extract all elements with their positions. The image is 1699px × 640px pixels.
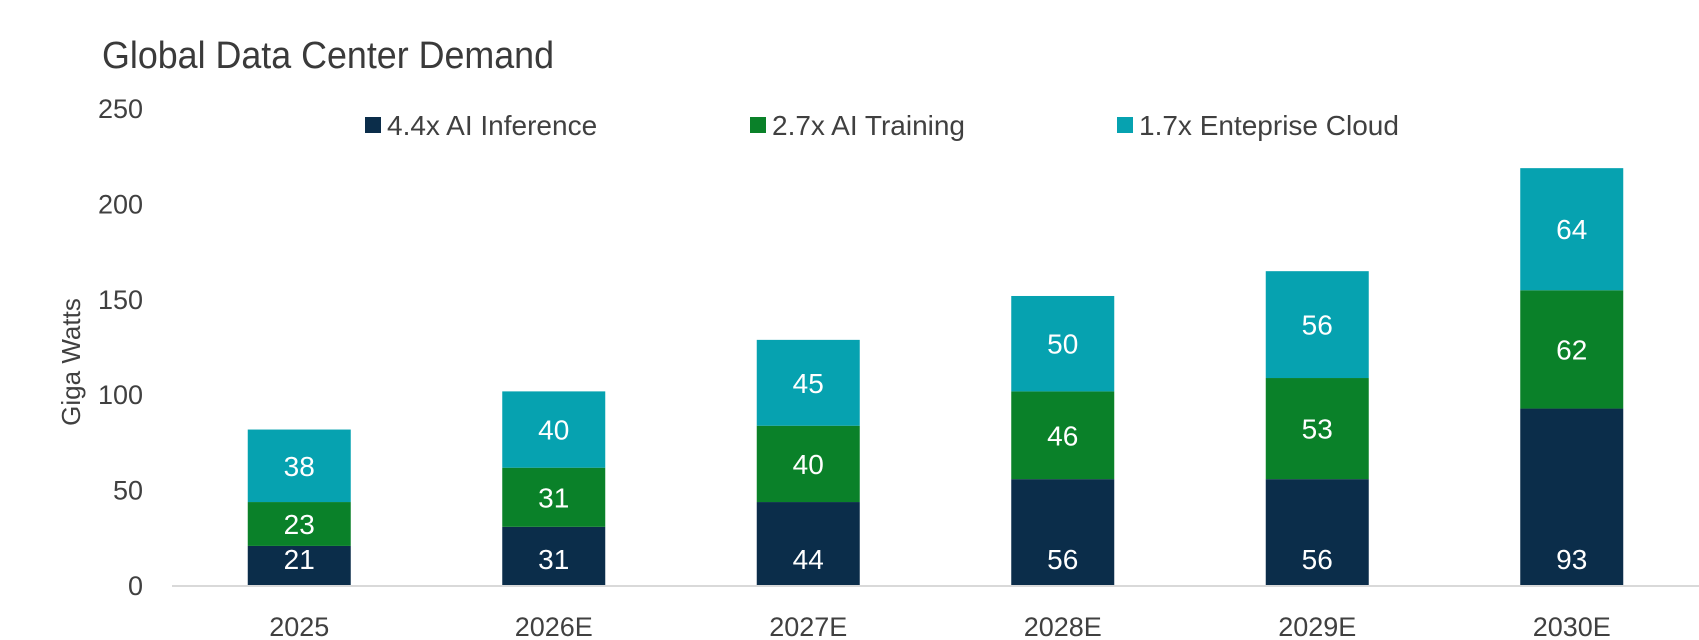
x-tick-label: 2026E: [515, 612, 593, 640]
bar-segment: [1011, 479, 1115, 586]
bar-segment: [756, 425, 860, 503]
y-axis-ticks: 0 50 100 150 200 250: [98, 94, 143, 601]
bar-segment: [502, 467, 606, 527]
bar-segment: [1520, 408, 1624, 586]
bar-segment: [756, 502, 860, 586]
data-label: 40: [538, 415, 569, 446]
legend-label: 1.7x Enteprise Cloud: [1139, 110, 1399, 141]
x-axis-ticks: 2025 2026E 2027E 2028E 2029E 2030E: [269, 612, 1611, 640]
bar-segment: [247, 429, 351, 503]
bar-segment: [756, 339, 860, 426]
bar-segment: [1011, 295, 1115, 392]
data-labels: 21 23 38 31 31 40 44 40 45 56 46 50 56 53 56 93 62 64: [284, 214, 1588, 575]
data-label: 56: [1047, 544, 1078, 575]
data-label: 46: [1047, 420, 1078, 451]
data-label: 21: [284, 544, 315, 575]
y-tick-label: 150: [98, 285, 143, 315]
x-tick-label: 2028E: [1024, 612, 1102, 640]
x-tick-label: 2029E: [1278, 612, 1356, 640]
data-label: 31: [538, 482, 569, 513]
x-tick-label: 2030E: [1533, 612, 1611, 640]
y-tick-label: 200: [98, 189, 143, 219]
y-tick-label: 100: [98, 380, 143, 410]
data-label: 31: [538, 544, 569, 575]
bar-segment: [1520, 168, 1624, 291]
data-label: 40: [793, 449, 824, 480]
data-label: 44: [793, 544, 824, 575]
legend-swatch: [750, 117, 766, 133]
bar-segment: [1265, 479, 1369, 586]
bar-segment: [247, 545, 351, 586]
y-tick-label: 0: [128, 571, 143, 601]
legend-label: 4.4x AI Inference: [387, 110, 597, 141]
data-label: 56: [1302, 310, 1333, 341]
chart-title: Global Data Center Demand: [102, 35, 554, 77]
legend-swatch: [365, 117, 381, 133]
bar-segment: [1520, 290, 1624, 409]
data-label: 45: [793, 368, 824, 399]
bar-segment: [247, 502, 351, 546]
legend-label: 2.7x AI Training: [772, 110, 965, 141]
data-label: 38: [284, 451, 315, 482]
bar-segment: [1265, 271, 1369, 379]
y-tick-label: 50: [113, 476, 143, 506]
data-label: 93: [1556, 544, 1587, 575]
x-tick-label: 2027E: [769, 612, 847, 640]
bar-segment: [1011, 391, 1115, 480]
data-label: 23: [284, 509, 315, 540]
y-tick-label: 250: [98, 94, 143, 124]
data-label: 50: [1047, 329, 1078, 360]
data-label: 53: [1302, 414, 1333, 445]
data-label: 64: [1556, 214, 1587, 245]
data-label: 62: [1556, 334, 1587, 365]
bar-segment: [502, 526, 606, 586]
legend-swatch: [1117, 117, 1133, 133]
bar-segment: [1265, 378, 1369, 480]
bar-segment: [502, 391, 606, 468]
x-tick-label: 2025: [269, 612, 329, 640]
data-label: 56: [1302, 544, 1333, 575]
legend: 4.4x AI Inference 2.7x AI Training 1.7x En…: [365, 110, 1399, 141]
y-axis-label: Giga Watts: [56, 298, 86, 426]
bars: [247, 168, 1624, 586]
